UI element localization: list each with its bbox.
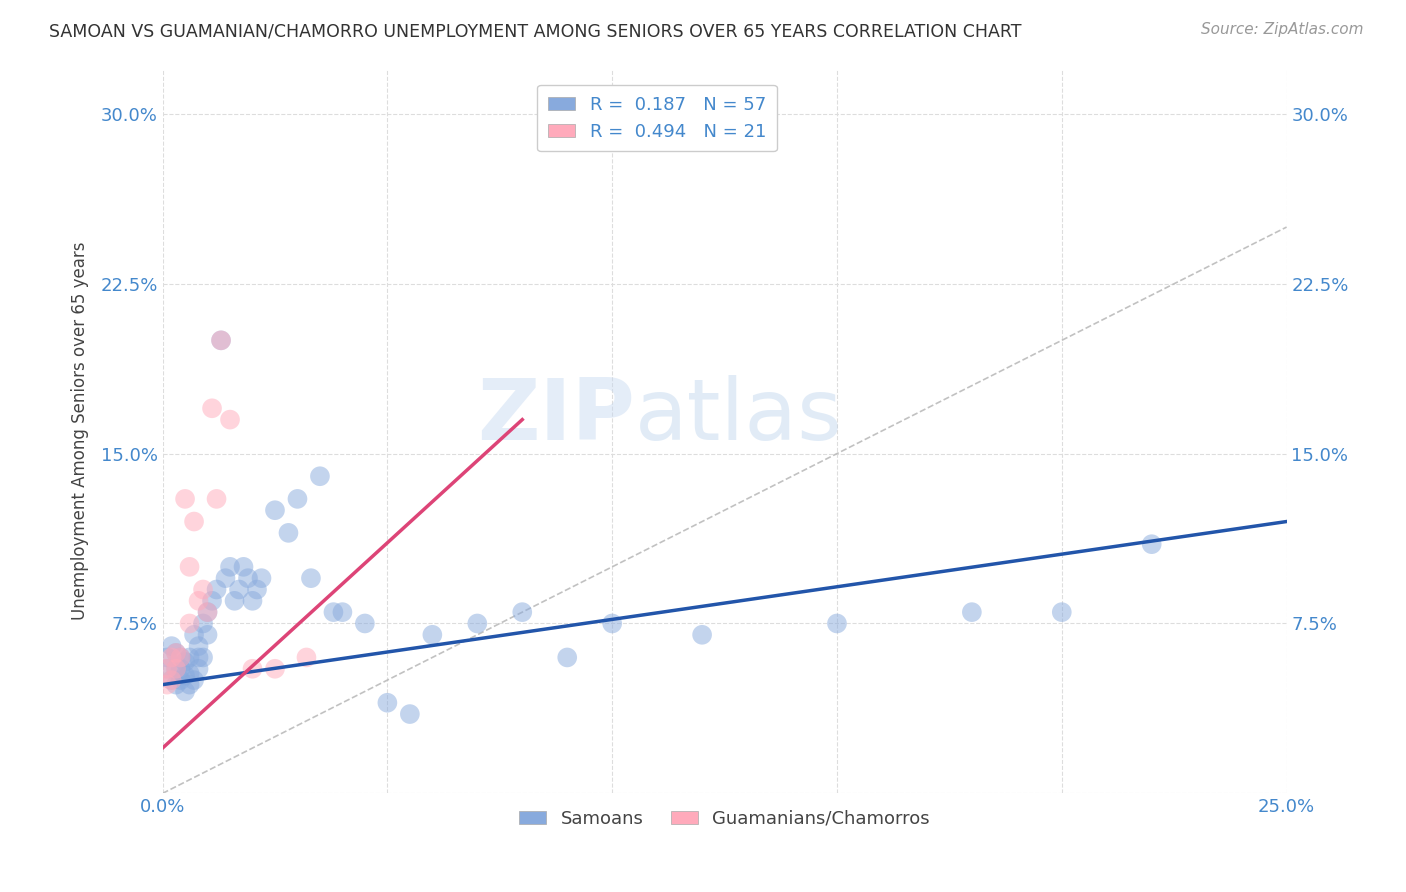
Point <box>174 655 197 669</box>
Point <box>156 650 179 665</box>
Text: ZIP: ZIP <box>477 375 634 458</box>
Point <box>510 605 533 619</box>
Point <box>187 594 209 608</box>
Point <box>287 491 309 506</box>
Point <box>201 401 224 416</box>
Point <box>165 646 187 660</box>
Point <box>422 628 444 642</box>
Point <box>169 673 191 687</box>
Point <box>205 491 228 506</box>
Point <box>187 662 209 676</box>
Point <box>309 469 332 483</box>
Point <box>250 571 273 585</box>
Point <box>179 650 201 665</box>
Point <box>825 616 848 631</box>
Point <box>242 662 264 676</box>
Point <box>156 662 179 676</box>
Point <box>277 525 299 540</box>
Point <box>160 673 183 687</box>
Point <box>960 605 983 619</box>
Point <box>179 678 201 692</box>
Point <box>332 605 354 619</box>
Point <box>232 559 254 574</box>
Point <box>377 696 399 710</box>
Point <box>399 707 422 722</box>
Point <box>219 559 242 574</box>
Point <box>160 650 183 665</box>
Point <box>191 650 214 665</box>
Text: SAMOAN VS GUAMANIAN/CHAMORRO UNEMPLOYMENT AMONG SENIORS OVER 65 YEARS CORRELATIO: SAMOAN VS GUAMANIAN/CHAMORRO UNEMPLOYMEN… <box>49 22 1022 40</box>
Point <box>205 582 228 597</box>
Point <box>1050 605 1073 619</box>
Point <box>201 594 224 608</box>
Point <box>169 662 191 676</box>
Legend: Samoans, Guamanians/Chamorros: Samoans, Guamanians/Chamorros <box>512 803 938 835</box>
Point <box>690 628 713 642</box>
Point <box>179 559 201 574</box>
Point <box>555 650 578 665</box>
Point <box>465 616 488 631</box>
Point <box>174 684 197 698</box>
Point <box>228 582 250 597</box>
Point <box>1140 537 1163 551</box>
Point <box>179 666 201 681</box>
Point <box>165 678 187 692</box>
Point <box>174 491 197 506</box>
Point <box>156 662 179 676</box>
Point <box>179 616 201 631</box>
Point <box>214 571 236 585</box>
Point <box>236 571 259 585</box>
Point <box>156 678 179 692</box>
Point <box>264 662 287 676</box>
Point <box>165 662 187 676</box>
Y-axis label: Unemployment Among Seniors over 65 years: Unemployment Among Seniors over 65 years <box>72 242 89 620</box>
Point <box>160 673 183 687</box>
Point <box>183 515 205 529</box>
Point <box>187 650 209 665</box>
Point <box>246 582 269 597</box>
Point <box>264 503 287 517</box>
Point <box>187 639 209 653</box>
Point <box>197 628 219 642</box>
Point <box>209 334 232 348</box>
Point <box>219 412 242 426</box>
Text: atlas: atlas <box>634 375 842 458</box>
Point <box>191 582 214 597</box>
Point <box>295 650 318 665</box>
Point <box>191 616 214 631</box>
Point <box>165 646 187 660</box>
Point <box>165 662 187 676</box>
Point <box>322 605 344 619</box>
Point <box>183 628 205 642</box>
Point <box>242 594 264 608</box>
Text: Source: ZipAtlas.com: Source: ZipAtlas.com <box>1201 22 1364 37</box>
Point <box>209 334 232 348</box>
Point <box>160 639 183 653</box>
Point <box>183 673 205 687</box>
Point <box>169 650 191 665</box>
Point <box>197 605 219 619</box>
Point <box>600 616 623 631</box>
Point <box>197 605 219 619</box>
Point <box>224 594 246 608</box>
Point <box>299 571 322 585</box>
Point <box>169 650 191 665</box>
Point <box>174 668 197 682</box>
Point <box>354 616 377 631</box>
